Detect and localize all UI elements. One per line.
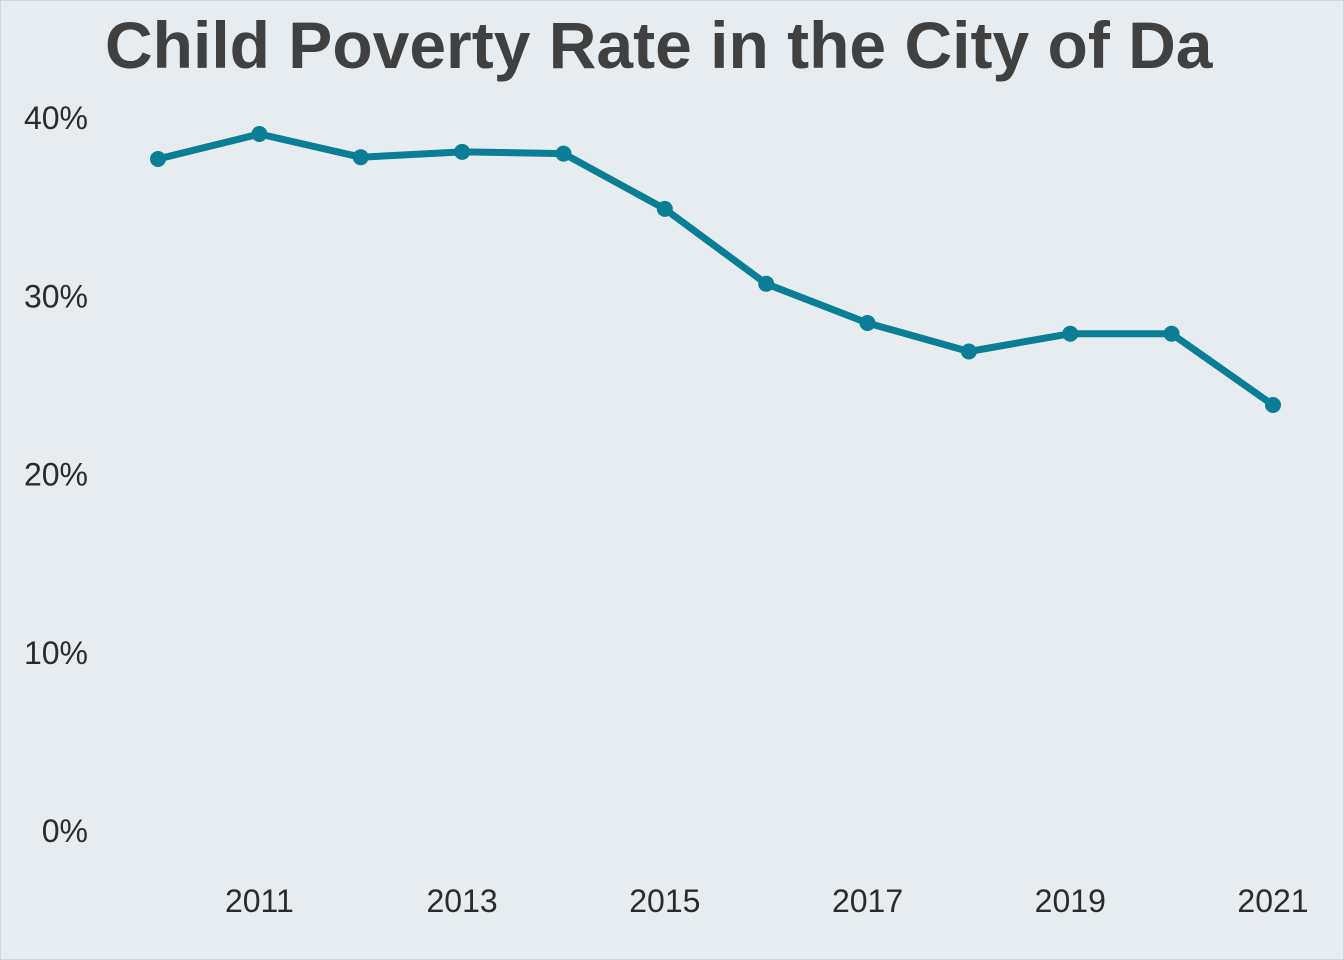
y-tick-label: 0% — [42, 813, 88, 849]
x-tick-label: 2019 — [1035, 883, 1106, 919]
data-point — [555, 145, 572, 162]
data-point — [1062, 325, 1079, 342]
x-axis: 2011 2013 2015 2017 2019 2021 — [225, 883, 1309, 919]
data-point — [150, 151, 166, 167]
data-point — [251, 126, 268, 142]
x-tick-label: 2015 — [629, 883, 700, 919]
data-point — [960, 343, 977, 360]
x-tick-label: 2011 — [225, 883, 294, 919]
y-tick-label: 30% — [24, 278, 88, 314]
y-tick-label: 40% — [24, 100, 88, 136]
chart-title: Child Poverty Rate in the City of Da — [105, 8, 1213, 82]
y-axis: 0% 10% 20% 30% 40% — [24, 100, 88, 849]
x-tick-label: 2021 — [1237, 883, 1308, 919]
x-tick-label: 2017 — [832, 883, 903, 919]
x-tick-label: 2013 — [426, 883, 497, 919]
y-tick-label: 20% — [24, 457, 88, 493]
series-line — [154, 130, 1277, 409]
data-point — [1265, 397, 1281, 413]
data-point — [1163, 325, 1180, 342]
y-tick-label: 10% — [24, 635, 88, 671]
series-layer — [150, 126, 1281, 413]
data-point — [656, 200, 673, 217]
data-point — [454, 143, 471, 160]
data-point — [758, 275, 775, 292]
data-point — [859, 315, 876, 331]
data-point — [352, 149, 369, 166]
